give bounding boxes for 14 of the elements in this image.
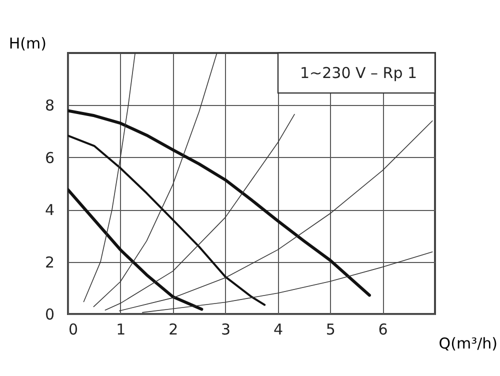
y-tick-label: 0 <box>44 306 54 324</box>
y-tick-label: 2 <box>44 253 54 272</box>
x-tick-label: 6 <box>378 320 388 338</box>
x-axis-title: Q(m³/h) <box>438 334 498 352</box>
x-tick-label: 2 <box>168 320 178 338</box>
x-tick-label: 3 <box>221 320 231 338</box>
x-tick-label: 1 <box>116 320 126 338</box>
x-tick-label: 5 <box>326 320 336 338</box>
y-axis-title: H(m) <box>8 34 46 52</box>
y-tick-label: 6 <box>44 148 54 167</box>
y-tick-label: 8 <box>44 96 54 115</box>
x-tick-label: 0 <box>68 320 78 338</box>
x-tick-label: 4 <box>273 320 283 338</box>
y-tick-label: 4 <box>44 201 54 220</box>
